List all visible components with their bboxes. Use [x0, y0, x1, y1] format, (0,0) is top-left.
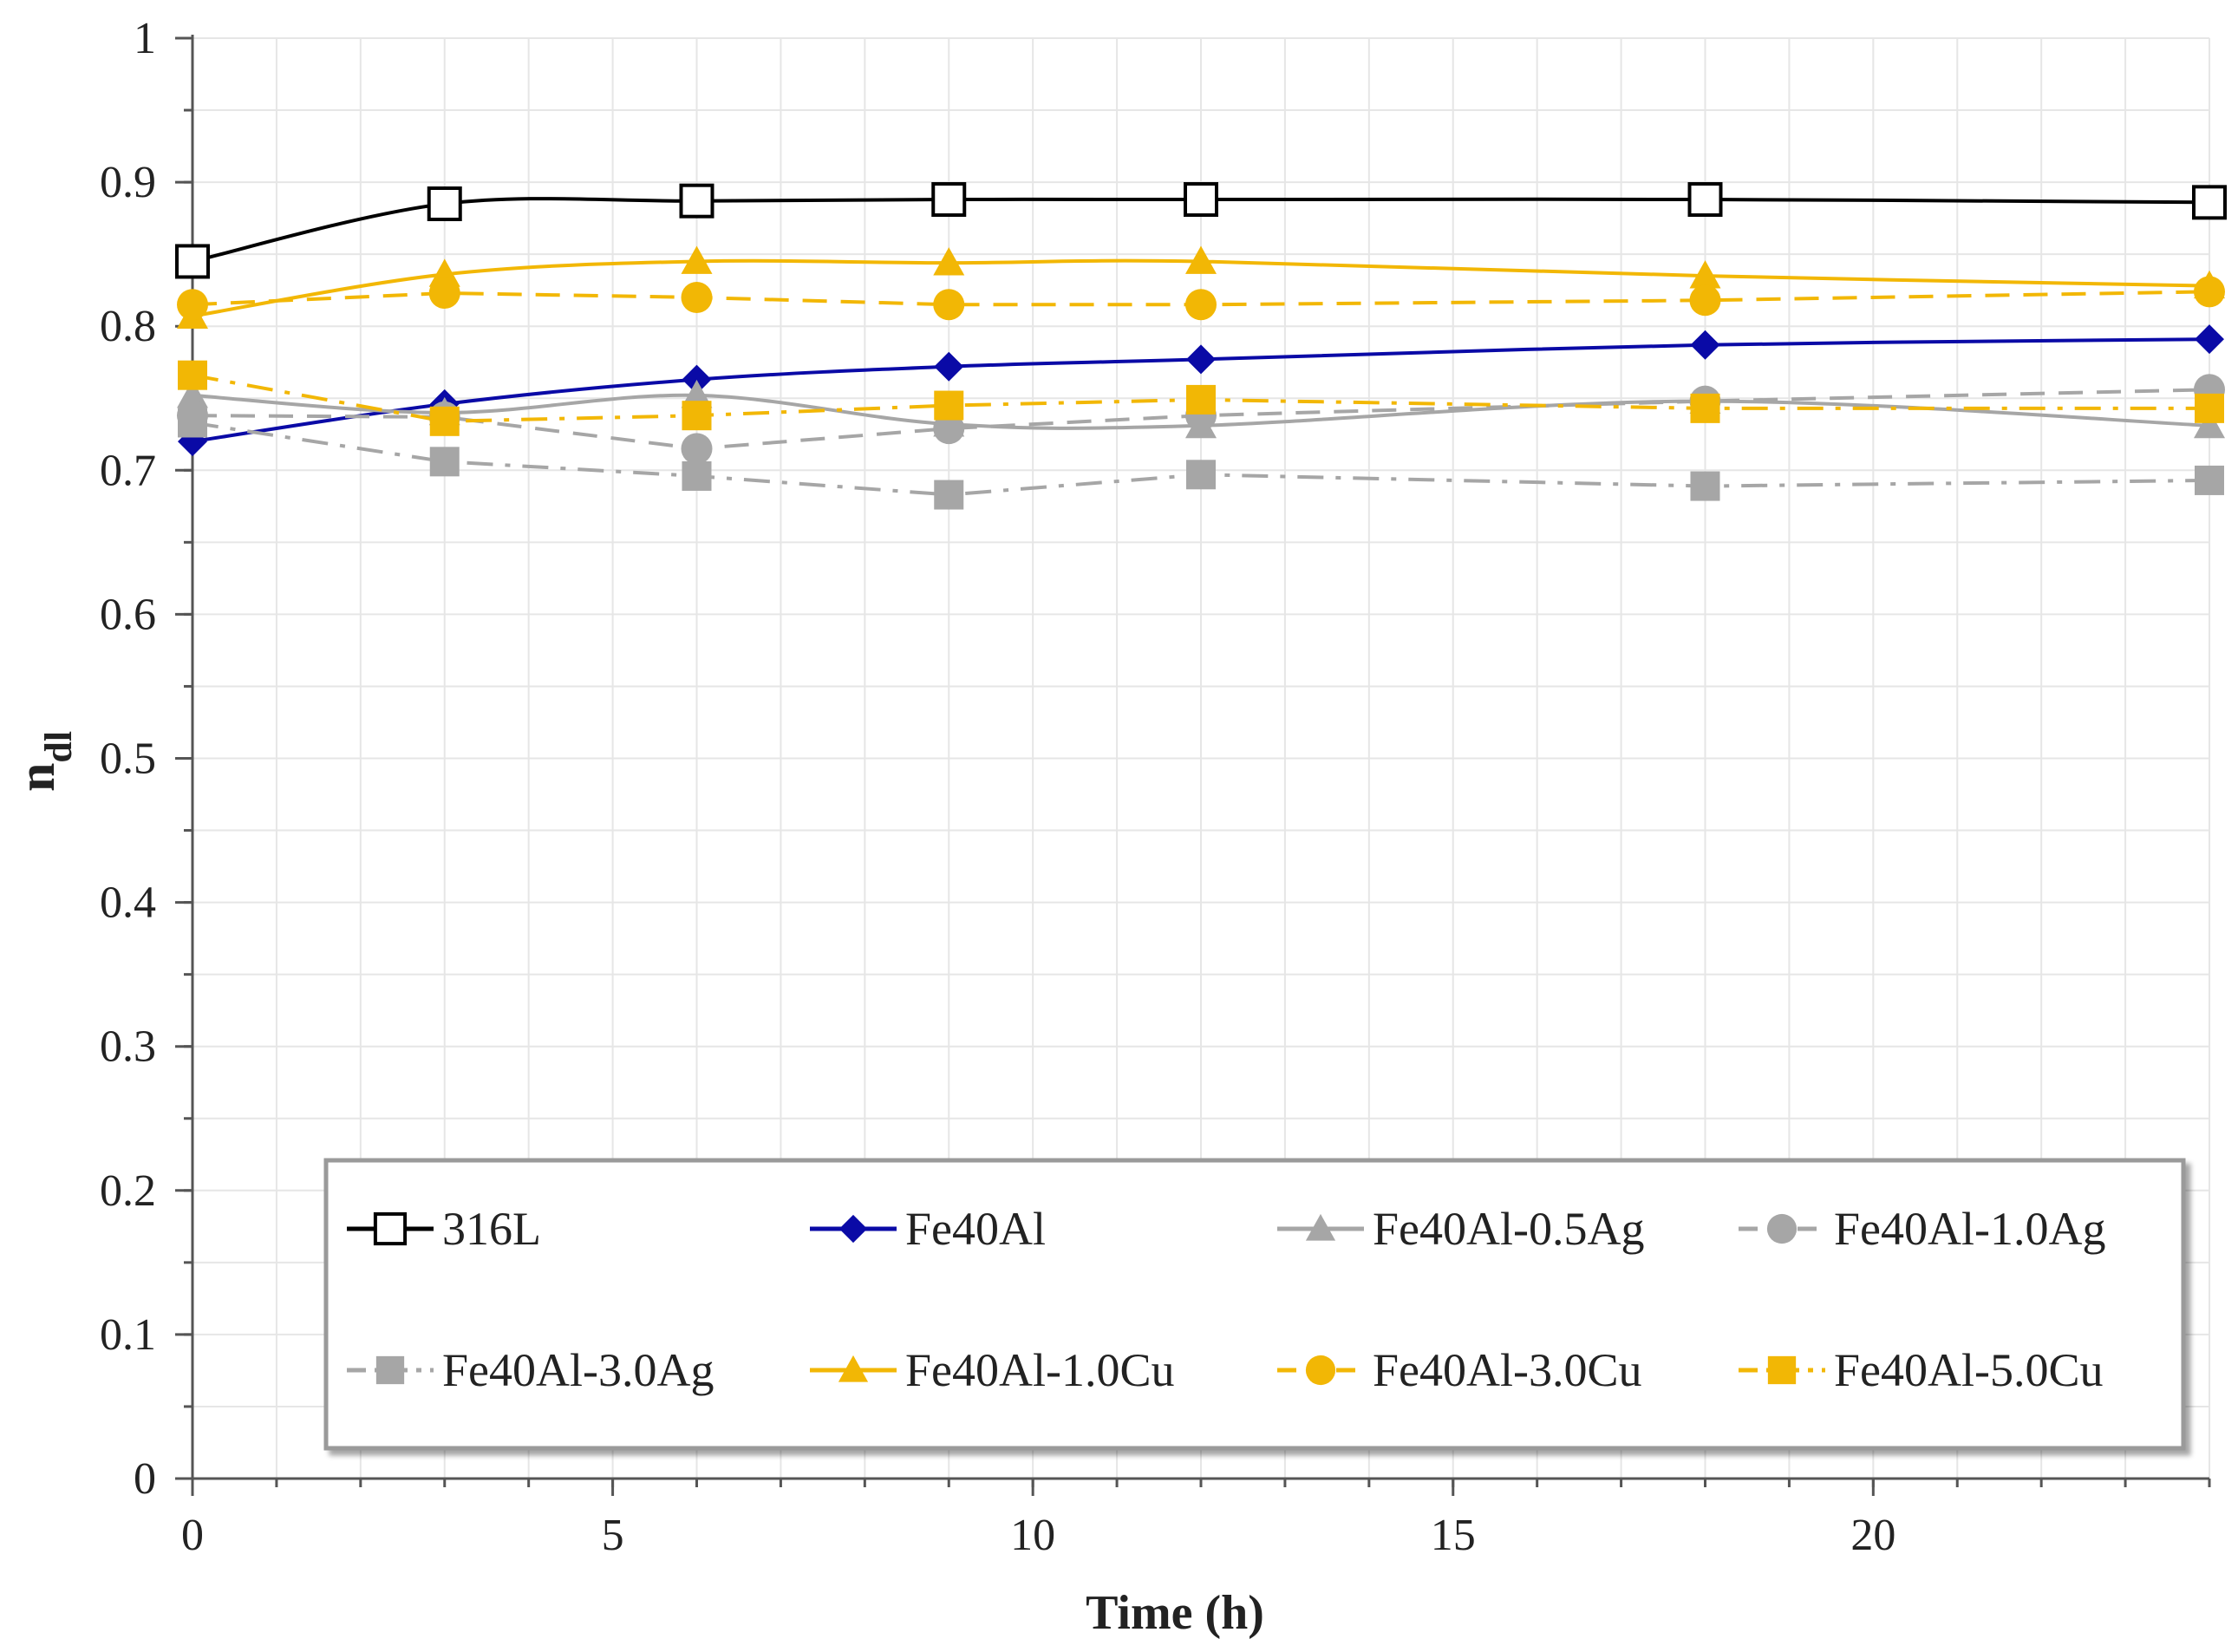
data-point	[2194, 409, 2225, 439]
legend-marker	[1767, 1355, 1797, 1385]
data-point	[429, 406, 460, 436]
series-line	[192, 258, 2210, 318]
tick-labels: 0 5 10 15 20 0 0.1 0.2 0.3 0.4 0.5 0.6 0.7 0.8 0.9 1	[100, 14, 1895, 1560]
series-line	[192, 337, 2210, 444]
legend-item: Fe40Al-0.5Ag	[1277, 1203, 1644, 1255]
y-axis-title-main: n	[8, 763, 65, 792]
x-tick-label: 0	[181, 1511, 204, 1560]
data-point	[933, 247, 965, 276]
data-point	[178, 408, 207, 438]
data-point	[933, 413, 965, 445]
legend-label: Fe40Al-3.0Ag	[442, 1344, 714, 1396]
legend-marker	[1305, 1355, 1336, 1386]
legend-item: Fe40Al-5.0Cu	[1739, 1344, 2104, 1396]
series-layer	[175, 182, 2227, 510]
data-point	[682, 401, 712, 431]
series-316L	[175, 182, 2227, 279]
data-point	[682, 364, 712, 395]
y-tick-label: 1	[134, 14, 156, 63]
y-tick-label: 0.2	[100, 1166, 156, 1216]
series-line	[192, 197, 2210, 264]
data-point	[1690, 330, 1720, 360]
legend-item: Fe40Al-3.0Ag	[347, 1344, 714, 1396]
legend-label: Fe40Al-1.0Cu	[905, 1344, 1175, 1396]
data-point	[2192, 185, 2227, 220]
legend-item: 316L	[347, 1203, 541, 1255]
data-point	[933, 289, 965, 321]
data-point	[2194, 276, 2225, 308]
data-point	[428, 277, 460, 309]
y-axis-title: ndl	[8, 731, 80, 792]
legend-marker	[838, 1214, 868, 1244]
series-Fe40Al-3.0Ag	[178, 408, 2224, 510]
y-tick-label: 0.3	[100, 1022, 156, 1072]
data-point	[175, 244, 210, 279]
x-tick-label: 5	[602, 1511, 624, 1560]
data-point	[681, 281, 713, 313]
legend-label: Fe40Al-3.0Cu	[1373, 1344, 1642, 1396]
series-Fe40Al	[178, 324, 2224, 457]
series-Fe40Al-5.0Cu	[178, 360, 2224, 436]
data-point	[177, 379, 208, 408]
y-tick-label: 0.8	[100, 302, 156, 351]
data-point	[934, 480, 964, 510]
legend-label: 316L	[442, 1203, 541, 1255]
data-point	[2195, 324, 2224, 355]
y-tick-label: 0.1	[100, 1310, 156, 1360]
data-point	[934, 351, 964, 382]
data-point	[1185, 245, 1217, 274]
data-point	[1689, 284, 1721, 317]
legend-marker	[373, 1211, 408, 1246]
data-point	[427, 186, 462, 222]
legend-item: Fe40Al-1.0Ag	[1739, 1203, 2105, 1255]
x-tick-label: 15	[1431, 1511, 1476, 1560]
data-point	[679, 183, 714, 219]
data-point	[934, 390, 964, 421]
legend-marker	[1766, 1213, 1798, 1244]
data-point	[177, 289, 208, 321]
data-point	[682, 460, 712, 491]
legend-marker	[1305, 1213, 1336, 1241]
data-point	[1185, 289, 1217, 321]
data-point	[429, 447, 460, 477]
data-point	[1186, 344, 1216, 375]
legend-marker	[375, 1355, 405, 1385]
data-point	[1186, 384, 1216, 415]
y-tick-label: 0.4	[100, 878, 156, 928]
series-Fe40Al-3.0Cu	[177, 276, 2225, 321]
data-point	[2195, 393, 2224, 423]
legend-label: Fe40Al-5.0Cu	[1834, 1344, 2104, 1396]
y-tick-label: 0.6	[100, 590, 156, 639]
y-axis-title-sub: dl	[37, 731, 80, 763]
data-point	[1687, 182, 1723, 218]
y-tick-label: 0.7	[100, 446, 156, 495]
data-point	[178, 360, 207, 390]
data-point	[681, 433, 713, 465]
x-axis-title: Time (h)	[1086, 1586, 1264, 1640]
legend-item: Fe40Al-1.0Cu	[810, 1344, 1175, 1396]
x-tick-label: 10	[1010, 1511, 1055, 1560]
y-tick-label: 0.5	[100, 735, 156, 784]
data-point	[1184, 182, 1218, 218]
legend-label: Fe40Al	[905, 1203, 1046, 1255]
legend-label: Fe40Al-0.5Ag	[1373, 1203, 1644, 1255]
data-point	[2195, 465, 2224, 495]
data-point	[1186, 460, 1216, 490]
data-point	[1689, 260, 1721, 289]
data-point	[931, 182, 967, 218]
x-tick-label: 20	[1850, 1511, 1895, 1560]
series-line	[192, 393, 2210, 430]
data-point	[681, 245, 713, 274]
data-point	[1690, 471, 1720, 501]
y-tick-label: 0.9	[100, 158, 156, 207]
data-point	[1690, 393, 1720, 423]
legend-box	[323, 1158, 2186, 1451]
legend-marker	[838, 1355, 869, 1382]
y-tick-label: 0	[134, 1454, 156, 1504]
legend: 316L Fe40Al Fe40Al-0.5Ag Fe40Al-1.0Ag Fe40Al…	[323, 1158, 2186, 1451]
legend-item: Fe40Al	[810, 1203, 1046, 1255]
legend-item: Fe40Al-3.0Cu	[1277, 1344, 1642, 1396]
legend-label: Fe40Al-1.0Ag	[1834, 1203, 2105, 1255]
